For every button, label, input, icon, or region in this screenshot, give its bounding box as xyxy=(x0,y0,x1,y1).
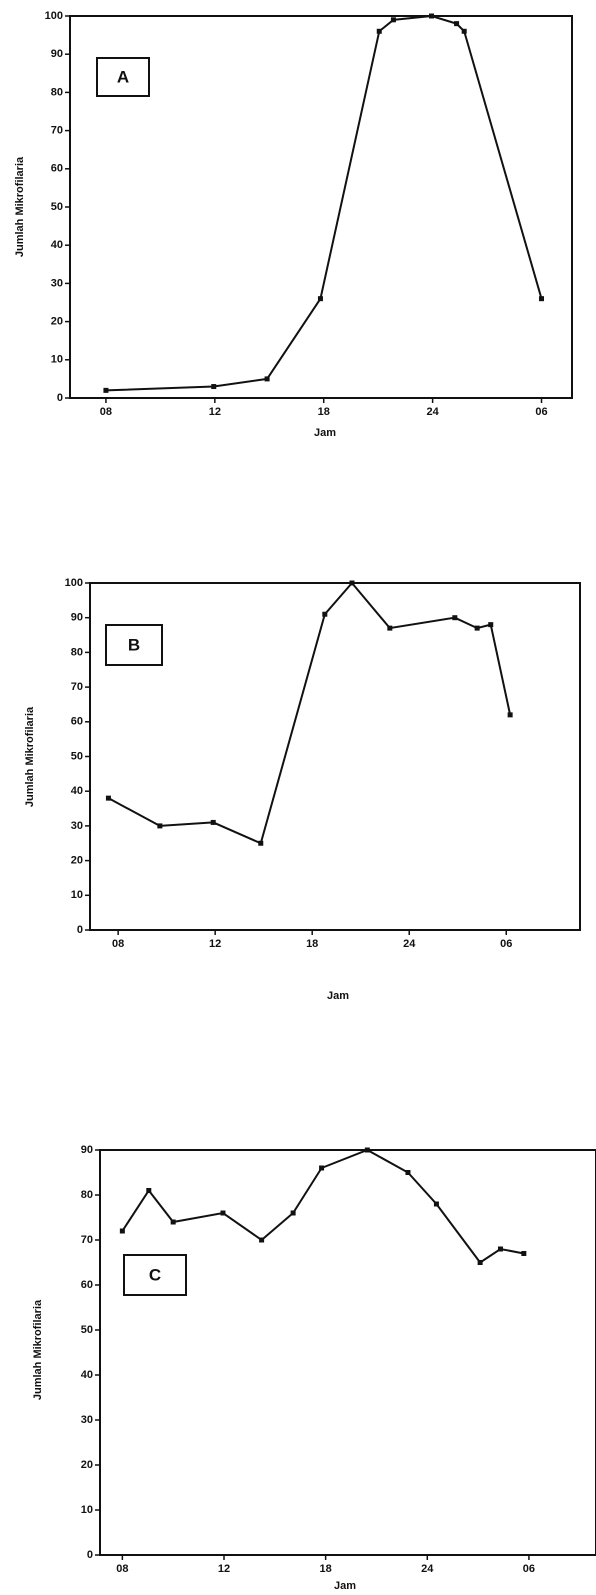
x-tick-label: 12 xyxy=(218,1563,230,1575)
point xyxy=(462,29,467,34)
y-tick-label: 100 xyxy=(65,577,83,589)
point xyxy=(322,612,327,617)
point xyxy=(454,21,459,26)
x-tick-label: 24 xyxy=(403,938,416,950)
x-axis-label: Jam xyxy=(327,990,349,1002)
y-tick-label: 30 xyxy=(81,1414,93,1426)
y-tick-label: 60 xyxy=(71,716,83,728)
panel-label: C xyxy=(149,1265,161,1284)
y-tick-label: 70 xyxy=(81,1234,93,1246)
line xyxy=(106,16,542,390)
x-tick-label: 08 xyxy=(112,938,124,950)
y-tick-label: 10 xyxy=(51,354,63,366)
point xyxy=(146,1188,151,1193)
point xyxy=(265,376,270,381)
x-tick-label: 18 xyxy=(318,406,330,418)
charts: 01020304050607080901000812182406JamJumla… xyxy=(0,0,596,1595)
point xyxy=(539,296,544,301)
y-tick-label: 30 xyxy=(71,820,83,832)
x-axis-label: Jam xyxy=(334,1580,356,1592)
point xyxy=(508,712,513,717)
x-tick-label: 12 xyxy=(209,406,221,418)
y-tick-label: 10 xyxy=(71,889,83,901)
point xyxy=(429,14,434,19)
y-tick-label: 0 xyxy=(57,392,63,404)
page: 01020304050607080901000812182406JamJumla… xyxy=(0,0,596,1595)
panel-label: B xyxy=(128,635,140,654)
x-tick-label: 18 xyxy=(306,938,318,950)
y-axis-label: Jumlah Mikrofilaria xyxy=(24,706,36,807)
y-tick-label: 100 xyxy=(45,10,63,22)
x-tick-label: 08 xyxy=(100,406,112,418)
plot-frame xyxy=(90,583,580,930)
y-tick-label: 0 xyxy=(87,1549,93,1561)
y-tick-label: 90 xyxy=(81,1144,93,1156)
y-tick-label: 50 xyxy=(71,750,83,762)
y-tick-label: 20 xyxy=(71,855,83,867)
point xyxy=(157,823,162,828)
point xyxy=(106,796,111,801)
point xyxy=(377,29,382,34)
point xyxy=(365,1148,370,1153)
y-tick-label: 10 xyxy=(81,1504,93,1516)
x-tick-label: 18 xyxy=(320,1563,332,1575)
y-tick-label: 50 xyxy=(51,201,63,213)
line xyxy=(108,583,510,843)
x-tick-label: 06 xyxy=(500,938,512,950)
y-tick-label: 70 xyxy=(51,125,63,137)
point xyxy=(452,615,457,620)
point xyxy=(220,1211,225,1216)
point xyxy=(291,1211,296,1216)
y-tick-label: 70 xyxy=(71,681,83,693)
y-tick-label: 60 xyxy=(81,1279,93,1291)
y-tick-label: 20 xyxy=(51,316,63,328)
point xyxy=(120,1229,125,1234)
point xyxy=(258,841,263,846)
panel-label: A xyxy=(117,67,129,86)
x-tick-label: 12 xyxy=(209,938,221,950)
point xyxy=(405,1170,410,1175)
point xyxy=(488,622,493,627)
point xyxy=(171,1220,176,1225)
x-axis-label: Jam xyxy=(314,427,336,439)
point xyxy=(318,296,323,301)
y-tick-label: 80 xyxy=(81,1189,93,1201)
y-tick-label: 80 xyxy=(71,646,83,658)
x-tick-label: 08 xyxy=(116,1563,128,1575)
x-tick-label: 24 xyxy=(421,1563,434,1575)
y-tick-label: 40 xyxy=(71,785,83,797)
y-tick-label: 40 xyxy=(51,239,63,251)
point xyxy=(211,384,216,389)
y-tick-label: 90 xyxy=(51,48,63,60)
x-tick-label: 06 xyxy=(523,1563,535,1575)
point xyxy=(349,581,354,586)
y-tick-label: 50 xyxy=(81,1324,93,1336)
point xyxy=(387,626,392,631)
y-axis-label: Jumlah Mikrofilaria xyxy=(14,156,26,257)
point xyxy=(434,1202,439,1207)
y-tick-label: 40 xyxy=(81,1369,93,1381)
point xyxy=(475,626,480,631)
x-tick-label: 06 xyxy=(535,406,547,418)
y-tick-label: 30 xyxy=(51,277,63,289)
point xyxy=(391,17,396,22)
y-tick-label: 60 xyxy=(51,163,63,175)
point xyxy=(521,1251,526,1256)
y-tick-label: 80 xyxy=(51,86,63,98)
y-tick-label: 20 xyxy=(81,1459,93,1471)
point xyxy=(478,1260,483,1265)
point xyxy=(103,388,108,393)
point xyxy=(319,1166,324,1171)
y-tick-label: 0 xyxy=(77,924,83,936)
plot-frame xyxy=(100,1150,596,1555)
point xyxy=(211,820,216,825)
point xyxy=(259,1238,264,1243)
y-tick-label: 90 xyxy=(71,612,83,624)
x-tick-label: 24 xyxy=(426,406,439,418)
y-axis-label: Jumlah Mikrofilaria xyxy=(32,1299,44,1400)
point xyxy=(498,1247,503,1252)
